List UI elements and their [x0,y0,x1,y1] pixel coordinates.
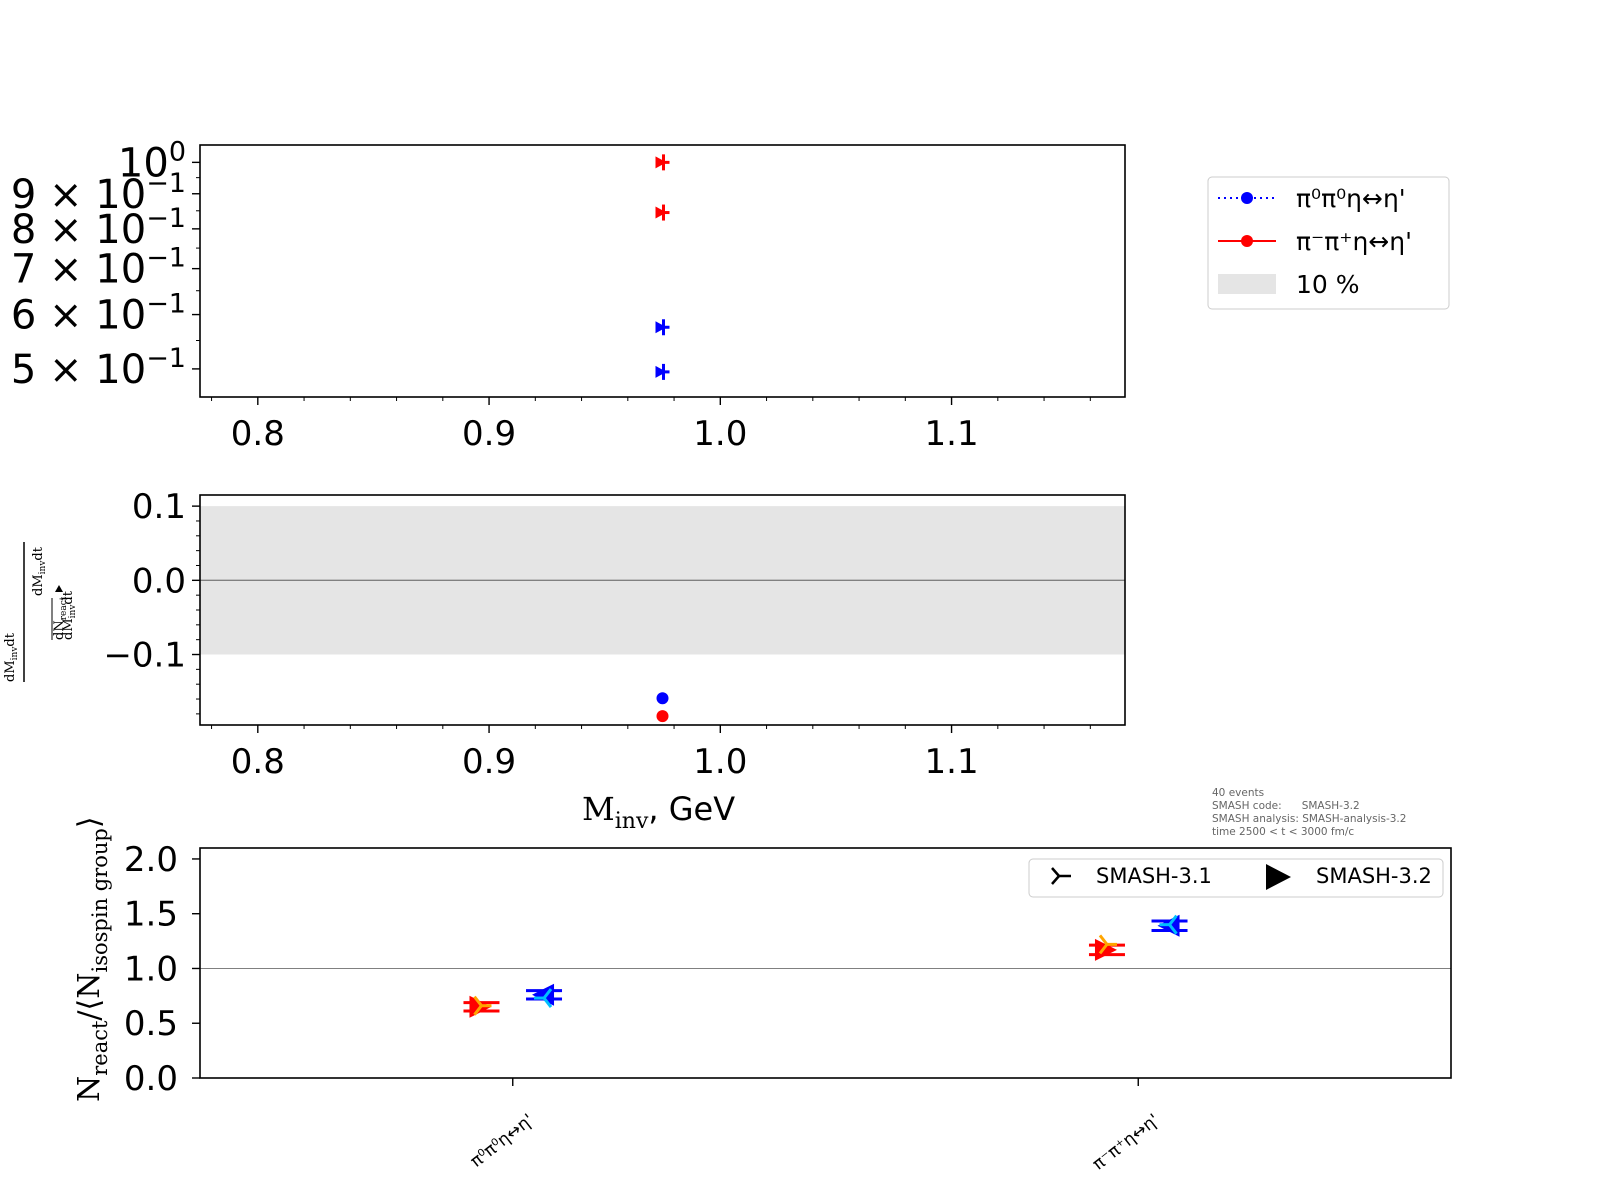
bottom-y-tick-label: 0.0 [124,1059,178,1099]
bottom-x-ticks: π⁰π⁰η↔η' π⁻π⁺η↔η' [467,1078,1163,1175]
top-y-tick-label: 7 × 10−1 [11,243,186,293]
middle-plot-frame [199,494,1126,726]
middle-x-axis-label: Minv, GeV [582,790,735,834]
y-label-arrow-icon [55,585,63,592]
middle-y-tick-label: 0.1 [132,487,186,527]
top-point-marker [655,321,667,334]
top-point-marker [655,365,667,378]
bottom-x-tick-label: π⁻π⁺η↔η' [1089,1110,1163,1174]
triangle-marker-icon [1266,864,1291,890]
y-label-denominator-left: dMinvdt [3,632,20,682]
middle-x-tick-label: 1.1 [925,742,979,782]
legend-label-charged: π⁻π⁺η↔η' [1296,227,1412,256]
middle-point-marker [656,692,669,705]
tri-arm [1098,943,1109,955]
top-y-tick-label: 9 × 10−1 [11,168,186,218]
tri-arm [473,995,483,1007]
legend-label-band: 10 % [1296,270,1360,299]
middle-y-ticks: 0.1 0.0 −0.1 [103,487,200,715]
top-plot-frame [199,144,1126,398]
legend-dot-charged [1241,235,1253,247]
legend-label-smash-32: SMASH-3.2 [1316,864,1432,888]
tri-arm [542,997,553,1008]
y-label-numerator-top: dMinvdt [31,546,48,596]
version-legend: SMASH-3.1 SMASH-3.2 [1028,858,1444,898]
legend-patch-band [1218,274,1276,294]
tri-arm [542,988,553,999]
top-x-ticks: 0.8 0.9 1.0 1.1 [211,397,1091,454]
middle-panel: 0.8 0.9 1.0 1.1 0.1 0.0 −0.1 Minv, GeV dMinvd… [3,487,1126,834]
y-label-dn-react: dNreact [52,596,69,640]
middle-x-tick-label: 0.9 [462,742,516,782]
bottom-point-marker [1094,938,1117,961]
info-time: time 2500 < t < 3000 fm/c [1212,826,1354,838]
bottom-tri-marker [473,995,492,1016]
bottom-y-tick-label: 1.0 [124,949,178,989]
top-point-marker [655,156,667,169]
legend-label-neutral: π⁰π⁰η↔η' [1296,184,1406,213]
bottom-x-tick-label: π⁰π⁰η↔η' [467,1110,538,1172]
top-y-tick-label: 100 [118,136,186,186]
middle-y-tick-label: −0.1 [103,636,186,676]
tri-arm [1168,914,1178,926]
bottom-y-tick-label: 0.5 [124,1004,178,1044]
series-legend: π⁰π⁰η↔η' π⁻π⁺η↔η' 10 % [1207,176,1450,310]
tri-marker-icon [1051,867,1071,885]
version-legend-frame [1028,858,1444,898]
info-analysis: SMASH analysis: SMASH-analysis-3.2 [1212,813,1406,825]
info-code: SMASH code: SMASH-3.2 [1212,800,1360,812]
top-x-tick-label: 0.8 [231,414,285,454]
middle-y-tick-label: 0.0 [132,561,186,601]
bottom-plot-frame [199,847,1452,1079]
top-x-tick-label: 1.1 [925,414,979,454]
bottom-panel: π⁰π⁰η↔η' π⁻π⁺η↔η' 0.0 0.5 1.0 1.5 2.0 Nreact/… [72,816,1452,1175]
bottom-tri-marker [1159,914,1178,935]
bottom-data-marks [463,914,1188,1018]
tri-arm [1168,923,1178,935]
middle-point-marker [656,710,669,723]
legend-label-smash-31: SMASH-3.1 [1096,864,1212,888]
info-events: 40 events [1212,787,1264,799]
run-info: 40 events SMASH code: SMASH-3.2 SMASH an… [1212,787,1406,838]
middle-y-axis-label: dMinvdt dMinvdt dNreact dMinvdt [3,542,78,682]
top-x-tick-label: 1.0 [693,414,747,454]
middle-x-ticks: 0.8 0.9 1.0 1.1 [211,725,1091,782]
middle-x-tick-label: 0.8 [231,742,285,782]
bottom-y-axis-label: Nreact/⟨Nisospin group⟩ [72,816,112,1102]
top-data-marks [655,154,670,380]
top-y-tick-label: 5 × 10−1 [11,343,186,393]
bottom-tri-marker [534,988,553,1008]
top-y-tick-label: 8 × 10−1 [11,203,186,253]
top-point-marker [655,206,667,219]
top-x-tick-label: 0.9 [462,414,516,454]
middle-x-tick-label: 1.0 [693,742,747,782]
bottom-tri-marker [1098,934,1117,955]
y-label-dm-inv: dMinvdt [61,590,78,640]
legend-dot-neutral [1241,192,1253,204]
middle-data-marks [656,692,669,723]
bottom-y-tick-label: 2.0 [124,840,178,880]
bottom-y-ticks: 0.0 0.5 1.0 1.5 2.0 [124,840,200,1099]
bottom-y-tick-label: 1.5 [124,895,178,935]
tri-arm [473,1004,483,1016]
top-y-tick-label: 6 × 10−1 [11,289,186,339]
bottom-point-marker [532,983,555,1006]
tri-arm [1098,934,1109,946]
